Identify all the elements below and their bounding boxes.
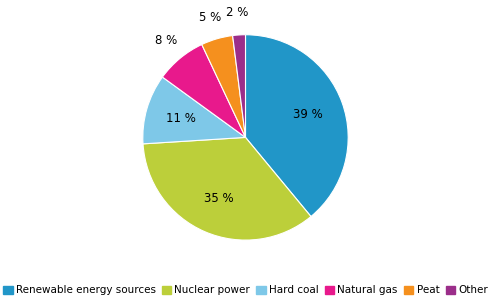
Wedge shape xyxy=(233,35,246,137)
Legend: Renewable energy sources, Nuclear power, Hard coal, Natural gas, Peat, Other: Renewable energy sources, Nuclear power,… xyxy=(0,281,491,300)
Text: 5 %: 5 % xyxy=(199,11,221,24)
Text: 35 %: 35 % xyxy=(204,192,234,205)
Wedge shape xyxy=(202,36,246,137)
Text: 39 %: 39 % xyxy=(294,108,323,121)
Wedge shape xyxy=(246,35,348,217)
Wedge shape xyxy=(143,77,246,144)
Text: 8 %: 8 % xyxy=(155,34,177,47)
Wedge shape xyxy=(143,137,311,240)
Text: 11 %: 11 % xyxy=(166,112,196,125)
Text: 2 %: 2 % xyxy=(226,6,249,19)
Wedge shape xyxy=(163,44,246,137)
